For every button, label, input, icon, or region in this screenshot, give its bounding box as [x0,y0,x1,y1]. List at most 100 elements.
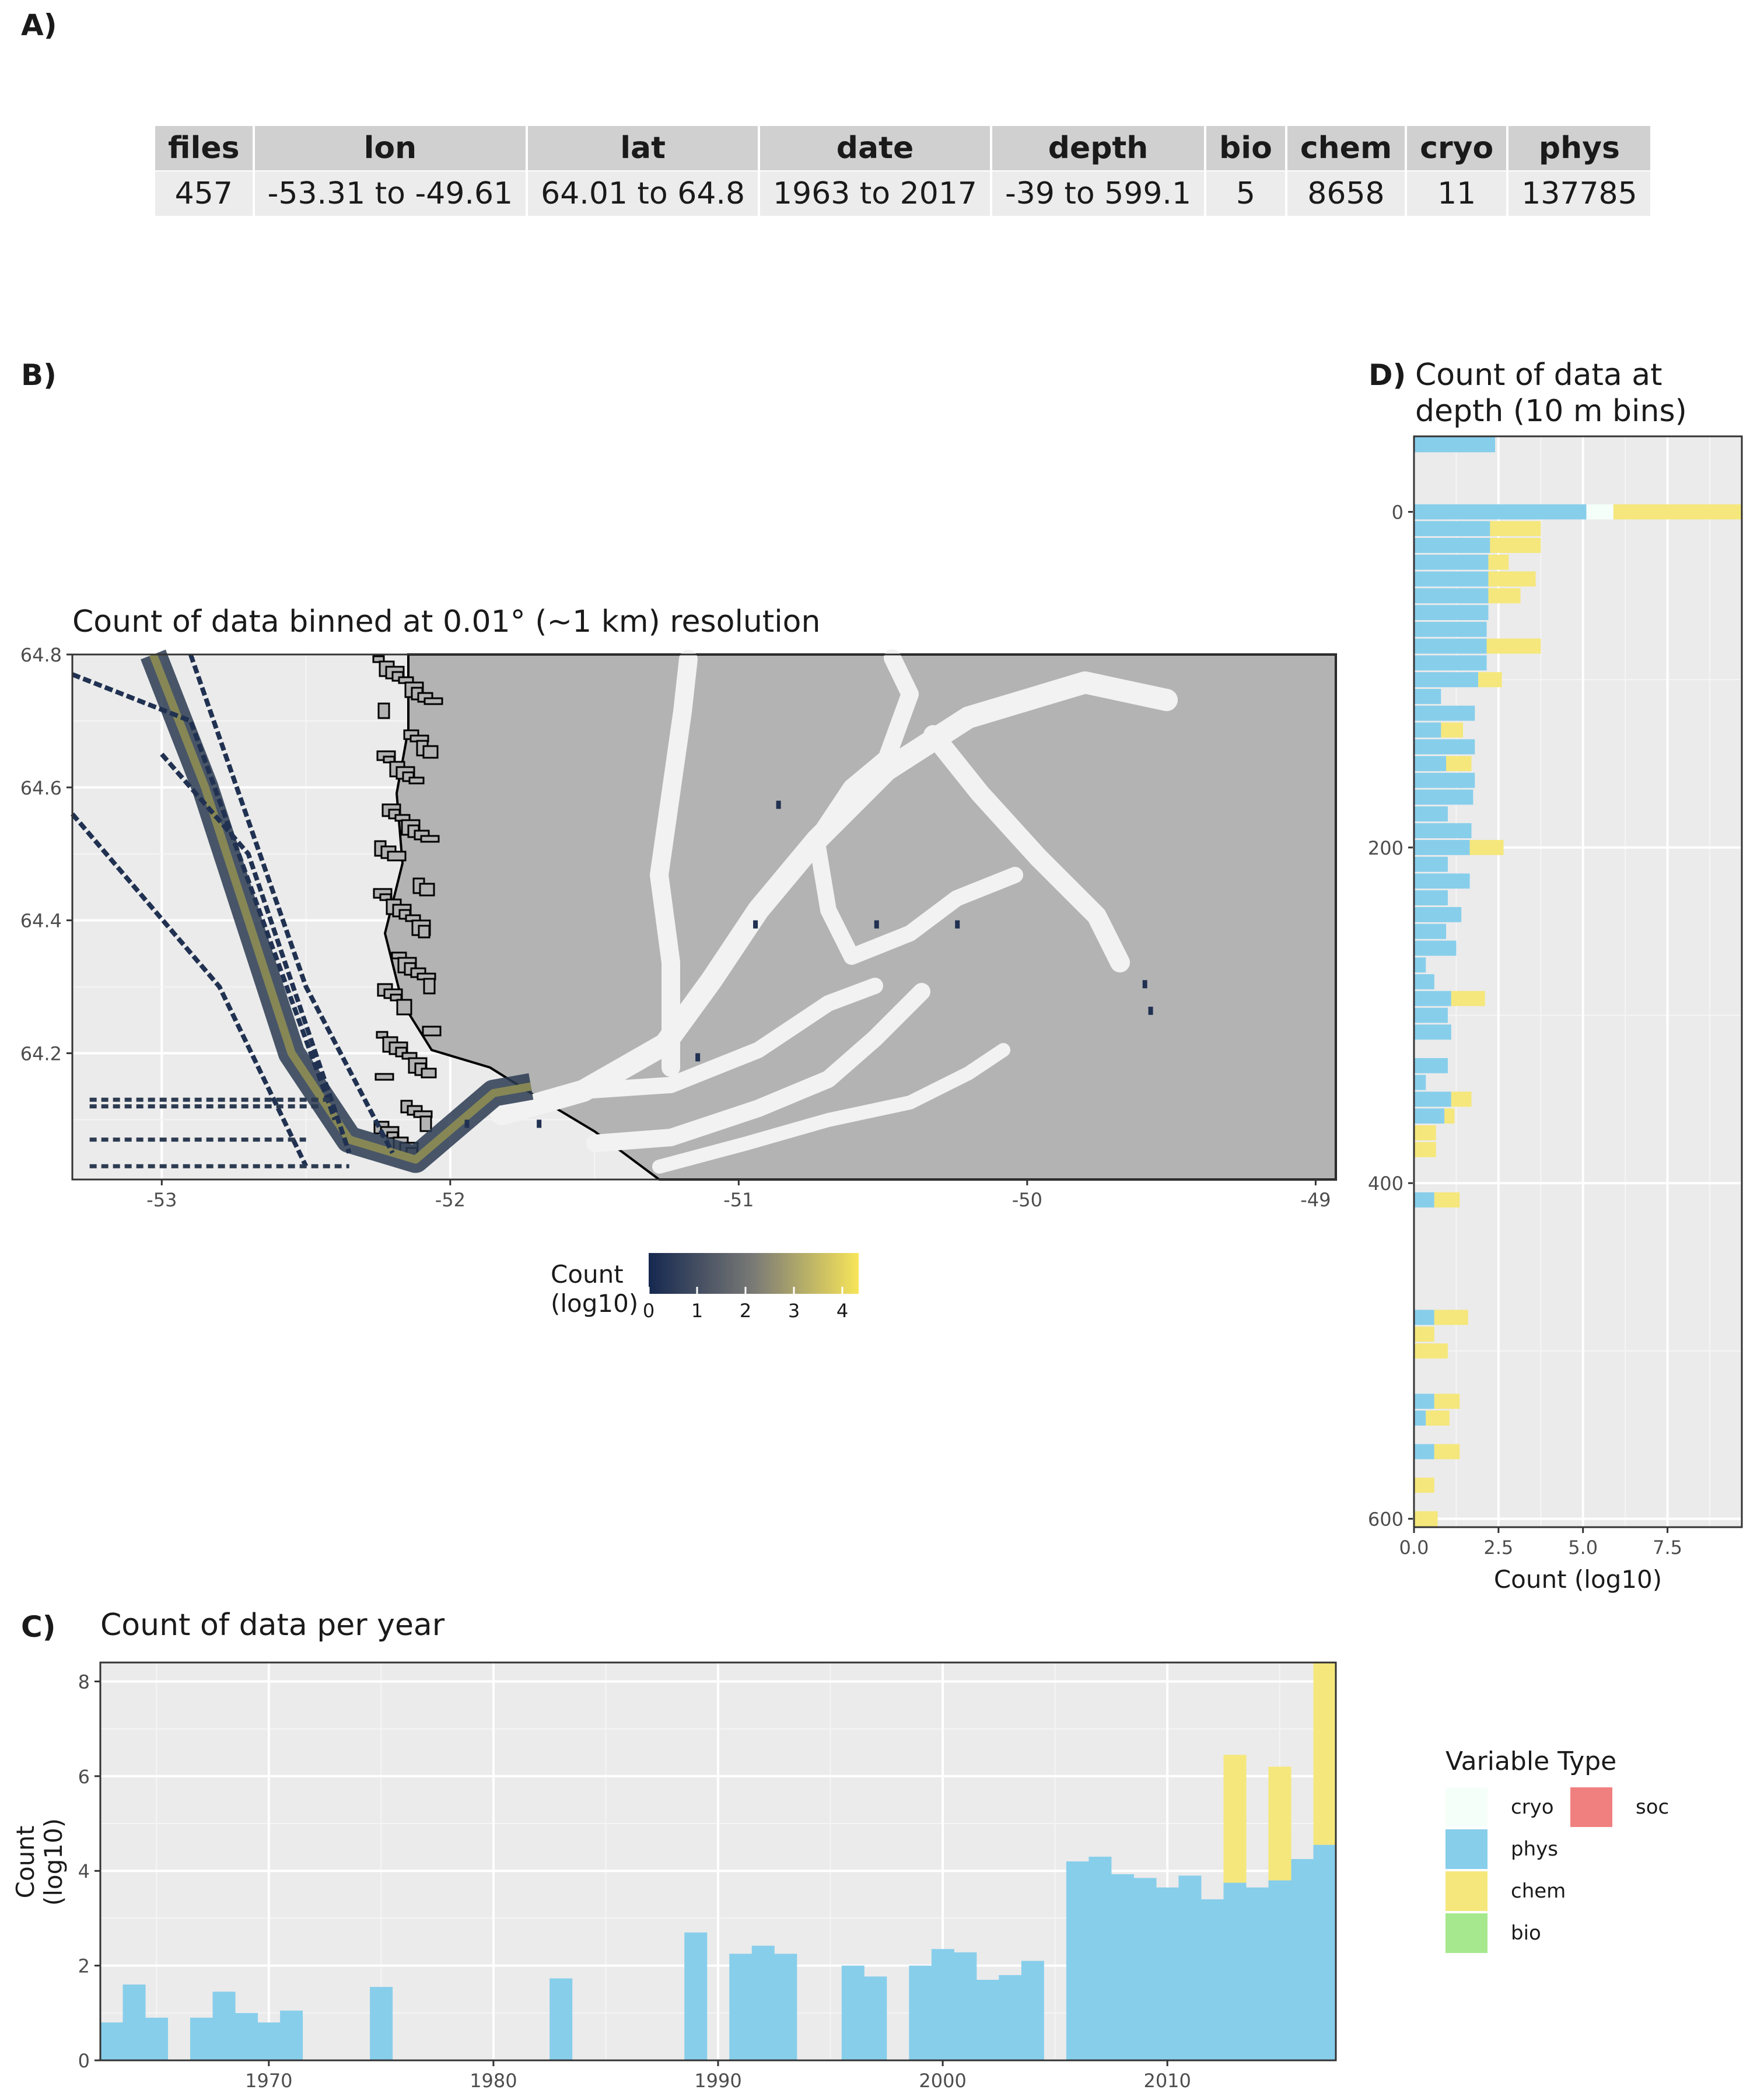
depth-bar-phys [1414,957,1426,973]
depth-bar-chem [1414,1511,1438,1527]
year-plot-border [99,1661,1337,2062]
legend-swatch-soc [1570,1787,1612,1827]
depth-bar-phys [1414,873,1470,889]
depth-bar-phys [1414,806,1448,822]
depth-x-tick-label: 2.5 [1483,1536,1513,1559]
depth-bar-phys [1414,839,1470,855]
year-y-axis-label-2: (log10) [39,1818,68,1906]
depth-bar-phys [1414,538,1490,553]
year-bar-chem [1313,1662,1336,1845]
depth-bar-phys [1414,605,1489,621]
panel-label-c: C) [21,1610,56,1644]
depth-bar-phys [1414,974,1434,989]
depth-bar-chem [1486,638,1541,654]
depth-bar-chem [1414,1343,1448,1359]
depth-bar-phys [1414,1091,1451,1107]
cell-phys: 137785 [1508,172,1650,216]
year-x-tick-label: 1990 [694,2070,741,2092]
depth-bar-phys [1414,588,1489,604]
legend-label-bio: bio [1511,1922,1541,1945]
depth-bar-chem [1444,1108,1455,1124]
depth-bar-phys [1414,1192,1434,1208]
header-bio: bio [1206,126,1285,170]
legend-swatch-bio [1446,1913,1488,1953]
year-bar-phys [751,1945,775,2060]
header-files: files [155,126,253,170]
year-bar-phys [999,1975,1022,2060]
year-bar-phys [1290,1859,1314,2060]
depth-bar-chem [1414,1326,1434,1342]
year-bar-phys [1178,1875,1202,2060]
depth-x-tick-label: 5.0 [1568,1536,1598,1559]
year-bar-chem [1268,1766,1292,1881]
depth-bar-phys [1414,688,1441,704]
depth-bar-phys [1414,856,1448,872]
depth-bar-phys [1414,1410,1426,1426]
depth-bar-phys [1414,789,1474,805]
cell-bio: 5 [1206,172,1285,216]
depth-bar-cryo [1586,504,1614,520]
legend-item-chem: chem [1446,1871,1566,1911]
depth-bar-phys [1414,923,1447,939]
header-lat: lat [528,126,758,170]
depth-bar-phys [1414,940,1457,956]
legend-label-chem: chem [1511,1880,1566,1903]
colorbar-tick-label: 4 [836,1300,848,1322]
cell-lat: 64.01 to 64.8 [528,172,758,216]
year-bar-phys [145,2017,169,2060]
year-bar-phys [909,1965,932,2060]
depth-bar-phys [1414,907,1462,922]
colorbar-title-line1: Count [551,1260,624,1289]
panel-label-b: B) [21,358,57,392]
year-chart-title: Count of data per year [100,1608,445,1643]
depth-y-tick-label: 200 [1368,837,1404,859]
year-y-axis-label: Count [11,1826,40,1899]
year-bar-phys [1200,1899,1224,2060]
year-y-tick-label: 2 [78,1955,90,1978]
colorbar-tick-label: 1 [691,1300,703,1322]
year-bar-phys [954,1952,977,2060]
panel-label-d: D) [1368,358,1406,392]
depth-bar-chem [1414,1125,1436,1140]
depth-bar-phys [1414,1074,1426,1090]
depth-bar-phys [1414,521,1490,537]
depth-bar-phys [1414,504,1587,520]
depth-y-tick-label: 400 [1368,1172,1404,1195]
year-y-tick-label: 6 [78,1766,90,1788]
depth-bar-chem [1469,839,1504,855]
depth-bar-chem [1488,571,1536,587]
depth-y-tick-label: 600 [1368,1508,1404,1531]
depth-bar-phys [1414,1310,1434,1325]
legend-label-cryo: cryo [1511,1796,1554,1819]
depth-bar-chem [1441,722,1464,738]
colorbar-tick-label: 2 [740,1300,751,1322]
legend-swatch-cryo [1446,1787,1488,1827]
cell-chem: 8658 [1287,172,1405,216]
year-bar-phys [1066,1861,1089,2060]
year-bar-phys [1268,1880,1292,2060]
depth-bar-chem [1451,991,1485,1006]
depth-bar-chem [1488,554,1509,570]
depth-bar-chem [1434,1192,1460,1208]
depth-bar-chem [1434,1394,1460,1409]
legend-item-phys: phys [1446,1829,1558,1869]
depth-bar-phys [1414,621,1487,637]
depth-bar-chem [1478,672,1502,688]
depth-bar-chem [1488,588,1521,604]
depth-bar-phys [1414,991,1451,1006]
header-depth: depth [992,126,1205,170]
depth-bar-phys [1414,823,1472,839]
header-chem: chem [1287,126,1405,170]
legend-item-cryo: cryo [1446,1787,1554,1827]
depth-bar-phys [1414,722,1441,738]
summary-header-row: files lon lat date depth bio chem cryo p… [155,126,1650,170]
colorbar-bar [649,1253,859,1294]
legend-title: Variable Type [1446,1746,1617,1776]
year-bar-phys [280,2010,303,2060]
depth-chart-title: Count of data at depth (10 m bins) [1415,358,1687,429]
year-x-tick-label: 2010 [1143,2070,1191,2092]
colorbar-tick-label: 3 [788,1300,800,1322]
cell-cryo: 11 [1407,172,1507,216]
depth-bar-chem [1446,756,1472,771]
depth-bar-chem [1451,1091,1472,1107]
